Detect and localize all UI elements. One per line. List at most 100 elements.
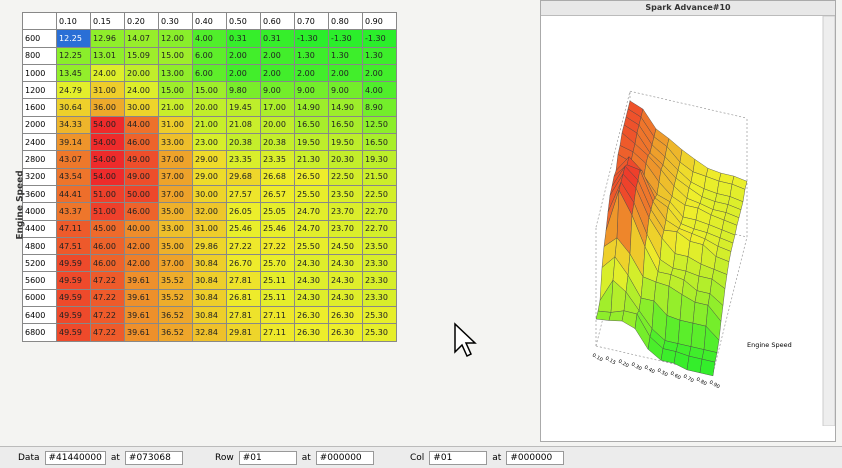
- table-cell[interactable]: 26.30: [294, 323, 329, 342]
- table-cell[interactable]: 9.80: [226, 81, 261, 100]
- table-cell[interactable]: 47.22: [90, 306, 125, 325]
- table-cell[interactable]: 24.30: [294, 271, 329, 290]
- table-cell[interactable]: 46.00: [90, 236, 125, 256]
- table-cell[interactable]: 30.00: [124, 98, 159, 117]
- scrollbar[interactable]: [822, 15, 836, 427]
- table-cell[interactable]: 37.00: [158, 184, 193, 204]
- table-cell[interactable]: 15.00: [158, 46, 193, 65]
- table-cell[interactable]: 43.07: [56, 150, 91, 169]
- table-cell[interactable]: 26.50: [294, 167, 329, 186]
- table-cell[interactable]: 13.01: [90, 46, 125, 65]
- table-cell[interactable]: 20.00: [192, 98, 227, 117]
- table-cell[interactable]: 26.30: [328, 306, 363, 325]
- table-cell[interactable]: 12.50: [362, 115, 397, 135]
- table-cell[interactable]: 24.30: [328, 254, 363, 273]
- table-cell[interactable]: 12.00: [158, 29, 193, 48]
- table-cell[interactable]: 22.50: [328, 167, 363, 186]
- table-cell[interactable]: 15.00: [158, 81, 193, 100]
- table-cell[interactable]: 19.45: [226, 98, 261, 117]
- table-cell[interactable]: 33.00: [158, 133, 193, 152]
- table-cell[interactable]: 19.50: [328, 133, 363, 152]
- table-cell[interactable]: 25.46: [226, 219, 261, 238]
- table-cell[interactable]: 15.00: [192, 81, 227, 100]
- table-cell[interactable]: 12.25: [56, 29, 91, 48]
- table-cell[interactable]: 27.22: [260, 236, 295, 256]
- table-cell[interactable]: 2.00: [260, 63, 295, 83]
- table-cell[interactable]: 47.51: [56, 236, 91, 256]
- table-cell[interactable]: 8.90: [362, 98, 397, 117]
- table-cell[interactable]: 22.70: [362, 219, 397, 238]
- table-cell[interactable]: 21.00: [192, 115, 227, 135]
- table-cell[interactable]: 24.30: [328, 288, 363, 308]
- table-cell[interactable]: 45.00: [90, 219, 125, 238]
- table-cell[interactable]: 21.50: [362, 167, 397, 186]
- table-cell[interactable]: 24.79: [56, 81, 91, 100]
- table-cell[interactable]: 26.57: [260, 184, 295, 204]
- table-cell[interactable]: 13.00: [158, 63, 193, 83]
- table-cell[interactable]: 39.61: [124, 271, 159, 290]
- table-cell[interactable]: 23.70: [328, 219, 363, 238]
- table-cell[interactable]: 34.33: [56, 115, 91, 135]
- table-cell[interactable]: 35.00: [158, 236, 193, 256]
- table-cell[interactable]: 30.00: [192, 184, 227, 204]
- table-cell[interactable]: 2.00: [362, 63, 397, 83]
- table-cell[interactable]: 19.30: [362, 150, 397, 169]
- table-cell[interactable]: 27.11: [260, 323, 295, 342]
- table-cell[interactable]: 23.70: [328, 202, 363, 221]
- table-cell[interactable]: 22.70: [362, 202, 397, 221]
- table-cell[interactable]: 12.96: [90, 29, 125, 48]
- table-cell[interactable]: 36.00: [90, 98, 125, 117]
- table-cell[interactable]: 0.31: [260, 29, 295, 48]
- table-cell[interactable]: 44.41: [56, 184, 91, 204]
- table-cell[interactable]: 23.30: [362, 288, 397, 308]
- table-cell[interactable]: 39.61: [124, 306, 159, 325]
- table-cell[interactable]: 54.00: [90, 150, 125, 169]
- table-cell[interactable]: 39.61: [124, 288, 159, 308]
- table-cell[interactable]: 16.50: [294, 115, 329, 135]
- table-cell[interactable]: 14.90: [328, 98, 363, 117]
- table-cell[interactable]: 29.86: [192, 236, 227, 256]
- table-cell[interactable]: 20.38: [226, 133, 261, 152]
- table-cell[interactable]: 24.70: [294, 202, 329, 221]
- table-cell[interactable]: 23.50: [362, 236, 397, 256]
- table-cell[interactable]: 25.46: [260, 219, 295, 238]
- table-cell[interactable]: 31.00: [90, 81, 125, 100]
- table-cell[interactable]: 47.11: [56, 219, 91, 238]
- table-cell[interactable]: 39.14: [56, 133, 91, 152]
- table-cell[interactable]: 16.50: [362, 133, 397, 152]
- table-cell[interactable]: 31.00: [192, 219, 227, 238]
- table-cell[interactable]: 49.59: [56, 254, 91, 273]
- table-cell[interactable]: 2.00: [260, 46, 295, 65]
- table-cell[interactable]: 35.52: [158, 288, 193, 308]
- table-cell[interactable]: 49.59: [56, 271, 91, 290]
- table-cell[interactable]: 9.00: [260, 81, 295, 100]
- table-cell[interactable]: 26.05: [226, 202, 261, 221]
- table-cell[interactable]: 26.30: [328, 323, 363, 342]
- table-cell[interactable]: 27.22: [226, 236, 261, 256]
- table-cell[interactable]: 1.30: [328, 46, 363, 65]
- table-cell[interactable]: -1.30: [294, 29, 329, 48]
- table-cell[interactable]: 12.25: [56, 46, 91, 65]
- table-cell[interactable]: 26.81: [226, 288, 261, 308]
- table-cell[interactable]: 22.50: [362, 184, 397, 204]
- table-cell[interactable]: 46.00: [90, 254, 125, 273]
- table-cell[interactable]: 20.38: [260, 133, 295, 152]
- table-cell[interactable]: 6.00: [192, 46, 227, 65]
- table-cell[interactable]: 44.00: [124, 115, 159, 135]
- table-cell[interactable]: 27.11: [260, 306, 295, 325]
- table-cell[interactable]: 1.30: [294, 46, 329, 65]
- table-cell[interactable]: 36.52: [158, 306, 193, 325]
- table-cell[interactable]: 2.00: [226, 63, 261, 83]
- table-cell[interactable]: 23.35: [260, 150, 295, 169]
- table-cell[interactable]: 43.37: [56, 202, 91, 221]
- table-cell[interactable]: 49.00: [124, 167, 159, 186]
- table-cell[interactable]: 51.00: [90, 202, 125, 221]
- table-cell[interactable]: 25.30: [362, 306, 397, 325]
- table-cell[interactable]: 42.00: [124, 254, 159, 273]
- table-cell[interactable]: 42.00: [124, 236, 159, 256]
- table-cell[interactable]: 30.84: [192, 288, 227, 308]
- table-cell[interactable]: 0.31: [226, 29, 261, 48]
- table-cell[interactable]: 14.07: [124, 29, 159, 48]
- table-cell[interactable]: 49.59: [56, 323, 91, 342]
- table-cell[interactable]: 33.00: [158, 219, 193, 238]
